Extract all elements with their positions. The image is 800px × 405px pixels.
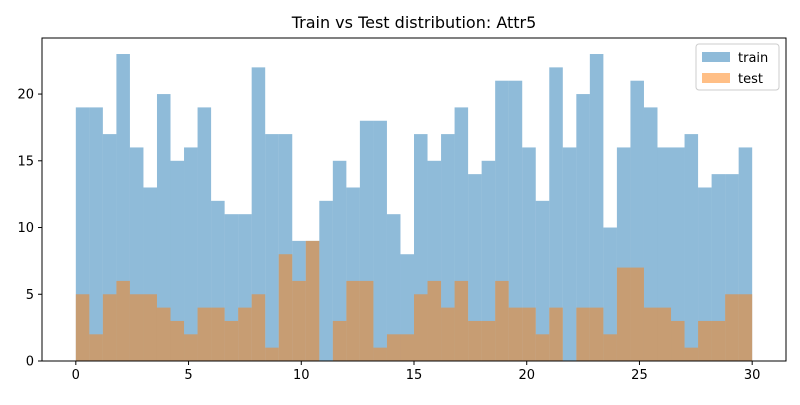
test-bar-47 — [711, 320, 726, 361]
legend-label-test: test — [738, 72, 763, 87]
train-bar-23 — [386, 214, 401, 361]
legend-swatch-train — [702, 52, 730, 62]
test-bar-16 — [292, 280, 306, 361]
train-bar-27 — [441, 134, 455, 361]
test-bar-28 — [454, 280, 469, 361]
test-bar-33 — [522, 307, 536, 361]
test-bar-1 — [89, 334, 103, 361]
test-bar-14 — [265, 347, 279, 361]
plot-frame — [41, 37, 787, 362]
test-bar-10 — [211, 307, 225, 361]
x-tick-label-10: 10 — [293, 368, 310, 383]
test-bar-2 — [102, 294, 117, 361]
train-bar-30 — [481, 160, 496, 361]
train-bar-37 — [576, 94, 590, 361]
test-bar-31 — [495, 280, 509, 361]
test-bar-17 — [305, 240, 320, 361]
test-bar-38 — [589, 307, 604, 361]
x-tick-label-0: 0 — [72, 368, 80, 383]
test-bar-48 — [725, 294, 739, 361]
y-tick-label-20: 20 — [17, 88, 34, 103]
legend: train test — [695, 43, 780, 91]
test-bar-22 — [373, 347, 387, 361]
test-bar-15 — [278, 254, 293, 361]
train-bar-19 — [332, 160, 347, 361]
test-bar-9 — [197, 307, 212, 361]
test-bar-26 — [427, 280, 442, 361]
test-bar-35 — [549, 307, 563, 361]
test-bar-5 — [143, 294, 157, 361]
legend-label-train: train — [738, 51, 768, 66]
train-bar-14 — [265, 134, 279, 361]
test-bar-40 — [616, 267, 631, 361]
x-tick-label-5: 5 — [184, 368, 192, 383]
test-bar-25 — [414, 294, 428, 361]
test-bar-34 — [535, 334, 550, 361]
train-bar-44 — [671, 147, 685, 361]
chart-title: Train vs Test distribution: Attr5 — [291, 13, 537, 32]
test-bar-49 — [738, 294, 753, 361]
test-bar-6 — [156, 307, 171, 361]
train-bar-39 — [603, 227, 617, 361]
test-bar-8 — [184, 334, 198, 361]
train-bar-18 — [319, 200, 333, 361]
train-bar-13 — [251, 67, 266, 361]
train-bar-22 — [373, 120, 387, 361]
bars-layer — [75, 54, 753, 361]
test-bar-13 — [251, 294, 266, 361]
y-tick-label-15: 15 — [17, 154, 34, 169]
test-bar-41 — [630, 267, 644, 361]
train-bar-9 — [197, 107, 212, 361]
test-bar-12 — [238, 307, 252, 361]
y-tick-label-0: 0 — [26, 355, 34, 370]
test-bar-3 — [116, 280, 130, 361]
x-tick-label-20: 20 — [518, 368, 535, 383]
train-bar-35 — [549, 67, 563, 361]
x-tick-label-30: 30 — [744, 368, 761, 383]
test-bar-39 — [603, 334, 617, 361]
train-bar-6 — [156, 94, 171, 361]
test-bar-29 — [468, 320, 482, 361]
test-bar-42 — [643, 307, 658, 361]
test-bar-45 — [684, 347, 699, 361]
test-bar-46 — [698, 320, 712, 361]
train-bar-32 — [508, 80, 523, 361]
train-bar-34 — [535, 200, 550, 361]
train-bar-36 — [562, 147, 577, 361]
test-bar-24 — [400, 334, 414, 361]
test-bar-27 — [441, 307, 455, 361]
train-bar-42 — [643, 107, 658, 361]
train-bar-1 — [89, 107, 103, 361]
test-bar-21 — [359, 280, 374, 361]
test-bar-44 — [671, 320, 685, 361]
ticks-layer: 0 5 10 15 20 25 30 0 5 10 15 20 — [17, 88, 760, 383]
test-bar-4 — [129, 294, 144, 361]
train-bar-38 — [589, 54, 604, 361]
y-tick-label-5: 5 — [26, 288, 34, 303]
x-tick-label-15: 15 — [406, 368, 423, 383]
train-bar-8 — [184, 147, 198, 361]
test-bar-0 — [75, 294, 90, 361]
test-bar-43 — [657, 307, 672, 361]
train-bar-29 — [468, 174, 482, 361]
y-tick-label-10: 10 — [17, 221, 34, 236]
test-bar-11 — [224, 320, 239, 361]
legend-swatch-test — [702, 73, 730, 83]
test-bar-30 — [481, 320, 496, 361]
test-bar-37 — [576, 307, 590, 361]
train-bar-7 — [170, 160, 185, 361]
test-bar-19 — [332, 320, 347, 361]
train-bar-46 — [698, 187, 712, 361]
test-bar-23 — [386, 334, 401, 361]
test-bar-32 — [508, 307, 523, 361]
test-bar-7 — [170, 320, 185, 361]
train-bar-47 — [711, 174, 726, 361]
test-bar-20 — [346, 280, 360, 361]
x-tick-label-25: 25 — [631, 368, 648, 383]
train-bar-45 — [684, 134, 699, 361]
